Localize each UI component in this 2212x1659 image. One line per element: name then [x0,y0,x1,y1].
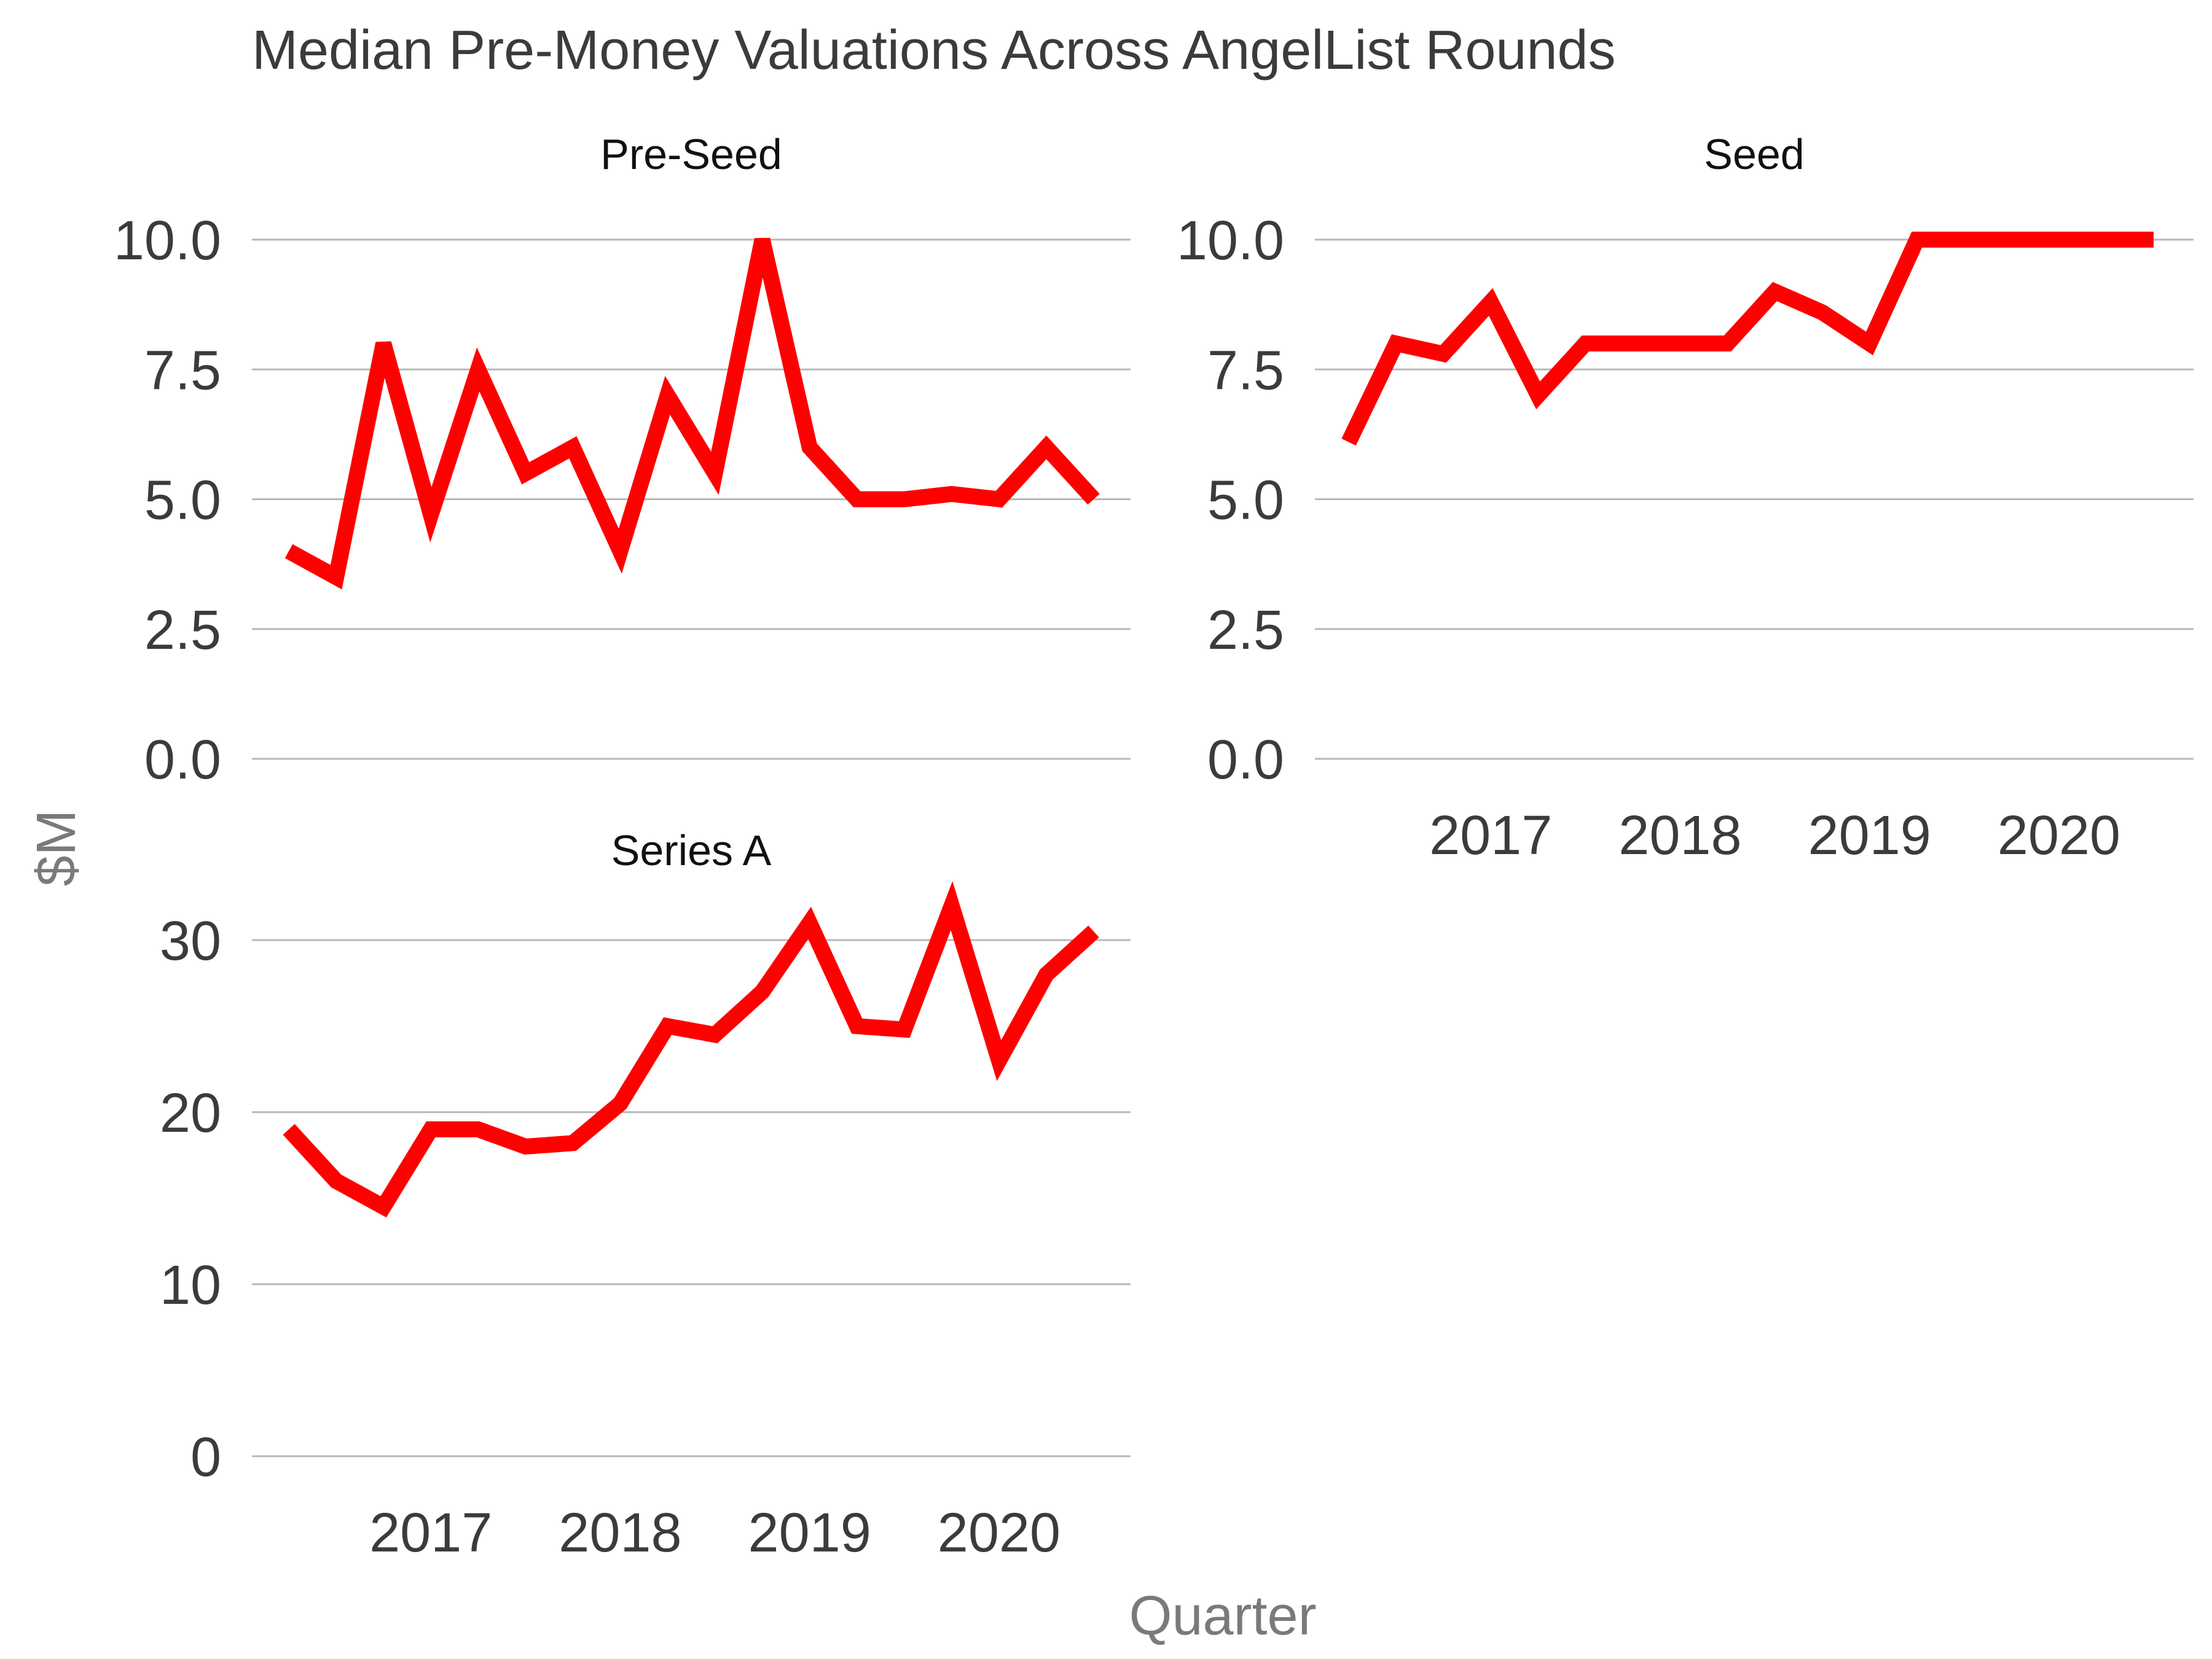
panel-seed: Seed 0.0 2.5 5.0 7.5 10.0 2017 2018 2019 2020 [1177,130,2194,866]
y-tick-label: 10.0 [1177,210,1284,272]
x-axis-title: Quarter [1129,1585,1316,1647]
x-tick-label: 2019 [748,1502,871,1564]
x-tick-label: 2017 [1429,805,1552,866]
y-axis-title: $M [26,809,87,886]
y-tick-label: 10.0 [114,210,221,272]
y-tick-label: 0 [190,1427,221,1488]
y-tick-label: 0.0 [1207,729,1284,791]
y-tick-label: 5.0 [144,470,221,531]
y-tick-label: 20 [160,1083,221,1144]
panel-strip-label: Seed [1704,130,1804,178]
y-tick-label: 5.0 [1207,470,1284,531]
chart-title: Median Pre-Money Valuations Across Angel… [252,20,1616,81]
x-tick-label: 2020 [938,1502,1061,1564]
series-line [283,881,1099,1218]
chart-panels: Pre-Seed 0.0 2.5 5.0 7.5 10.0 Seed 0.0 2.5 5.0 7.5… [114,130,2194,1564]
y-tick-label: 10 [160,1255,221,1316]
y-tick-label: 30 [160,911,221,972]
panel-series-a: Series A 0 10 20 30 2017 2018 2019 2020 [160,826,1131,1564]
panel-strip-label: Pre-Seed [600,130,782,178]
y-tick-label: 2.5 [144,600,221,661]
panel-pre-seed: Pre-Seed 0.0 2.5 5.0 7.5 10.0 [114,130,1131,791]
x-tick-label: 2018 [559,1502,681,1564]
series-line [1341,232,2154,446]
x-tick-label: 2020 [1998,805,2120,866]
x-tick-label: 2017 [369,1502,492,1564]
x-tick-label: 2018 [1618,805,1741,866]
y-tick-label: 7.5 [1207,340,1284,401]
y-tick-label: 2.5 [1207,600,1284,661]
y-tick-label: 7.5 [144,340,221,401]
x-tick-label: 2019 [1808,805,1931,866]
y-tick-label: 0.0 [144,729,221,791]
series-line [284,238,1100,590]
panel-strip-label: Series A [611,826,772,874]
